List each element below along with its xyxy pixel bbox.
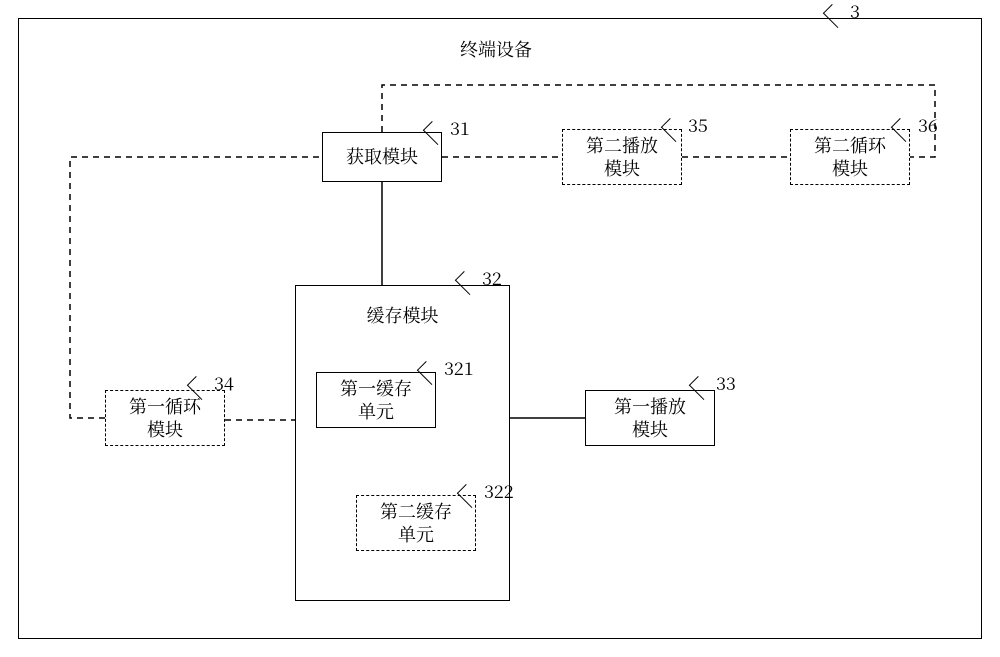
node-31: 获取模块 <box>322 132 442 182</box>
node-label: 第一缓存单元 <box>336 377 416 424</box>
node-321: 第一缓存单元 <box>316 372 436 428</box>
diagram-title: 终端设备 <box>460 36 532 62</box>
node-34: 第一循环模块 <box>105 390 225 446</box>
node-label: 第二播放模块 <box>582 134 662 181</box>
node-label: 第二缓存单元 <box>376 500 456 547</box>
node-label: 第二循环模块 <box>810 134 890 181</box>
node-label: 第一播放模块 <box>610 395 690 442</box>
node-35: 第二播放模块 <box>562 129 682 185</box>
node-ref: 31 <box>450 115 470 141</box>
node-label: 缓存模块 <box>367 304 439 327</box>
node-ref: 32 <box>482 265 502 291</box>
node-32: 缓存模块 <box>295 285 510 601</box>
node-ref: 36 <box>918 112 938 138</box>
diagram-title-ref: 3 <box>850 0 860 24</box>
node-33: 第一播放模块 <box>585 390 715 446</box>
node-ref: 321 <box>444 355 474 381</box>
node-ref: 34 <box>214 370 234 396</box>
node-36: 第二循环模块 <box>790 129 910 185</box>
node-ref: 33 <box>716 370 736 396</box>
node-ref: 35 <box>688 112 708 138</box>
node-label: 第一循环模块 <box>125 395 205 442</box>
node-322: 第二缓存单元 <box>356 495 476 551</box>
node-label: 获取模块 <box>346 145 418 168</box>
node-ref: 322 <box>484 478 514 504</box>
